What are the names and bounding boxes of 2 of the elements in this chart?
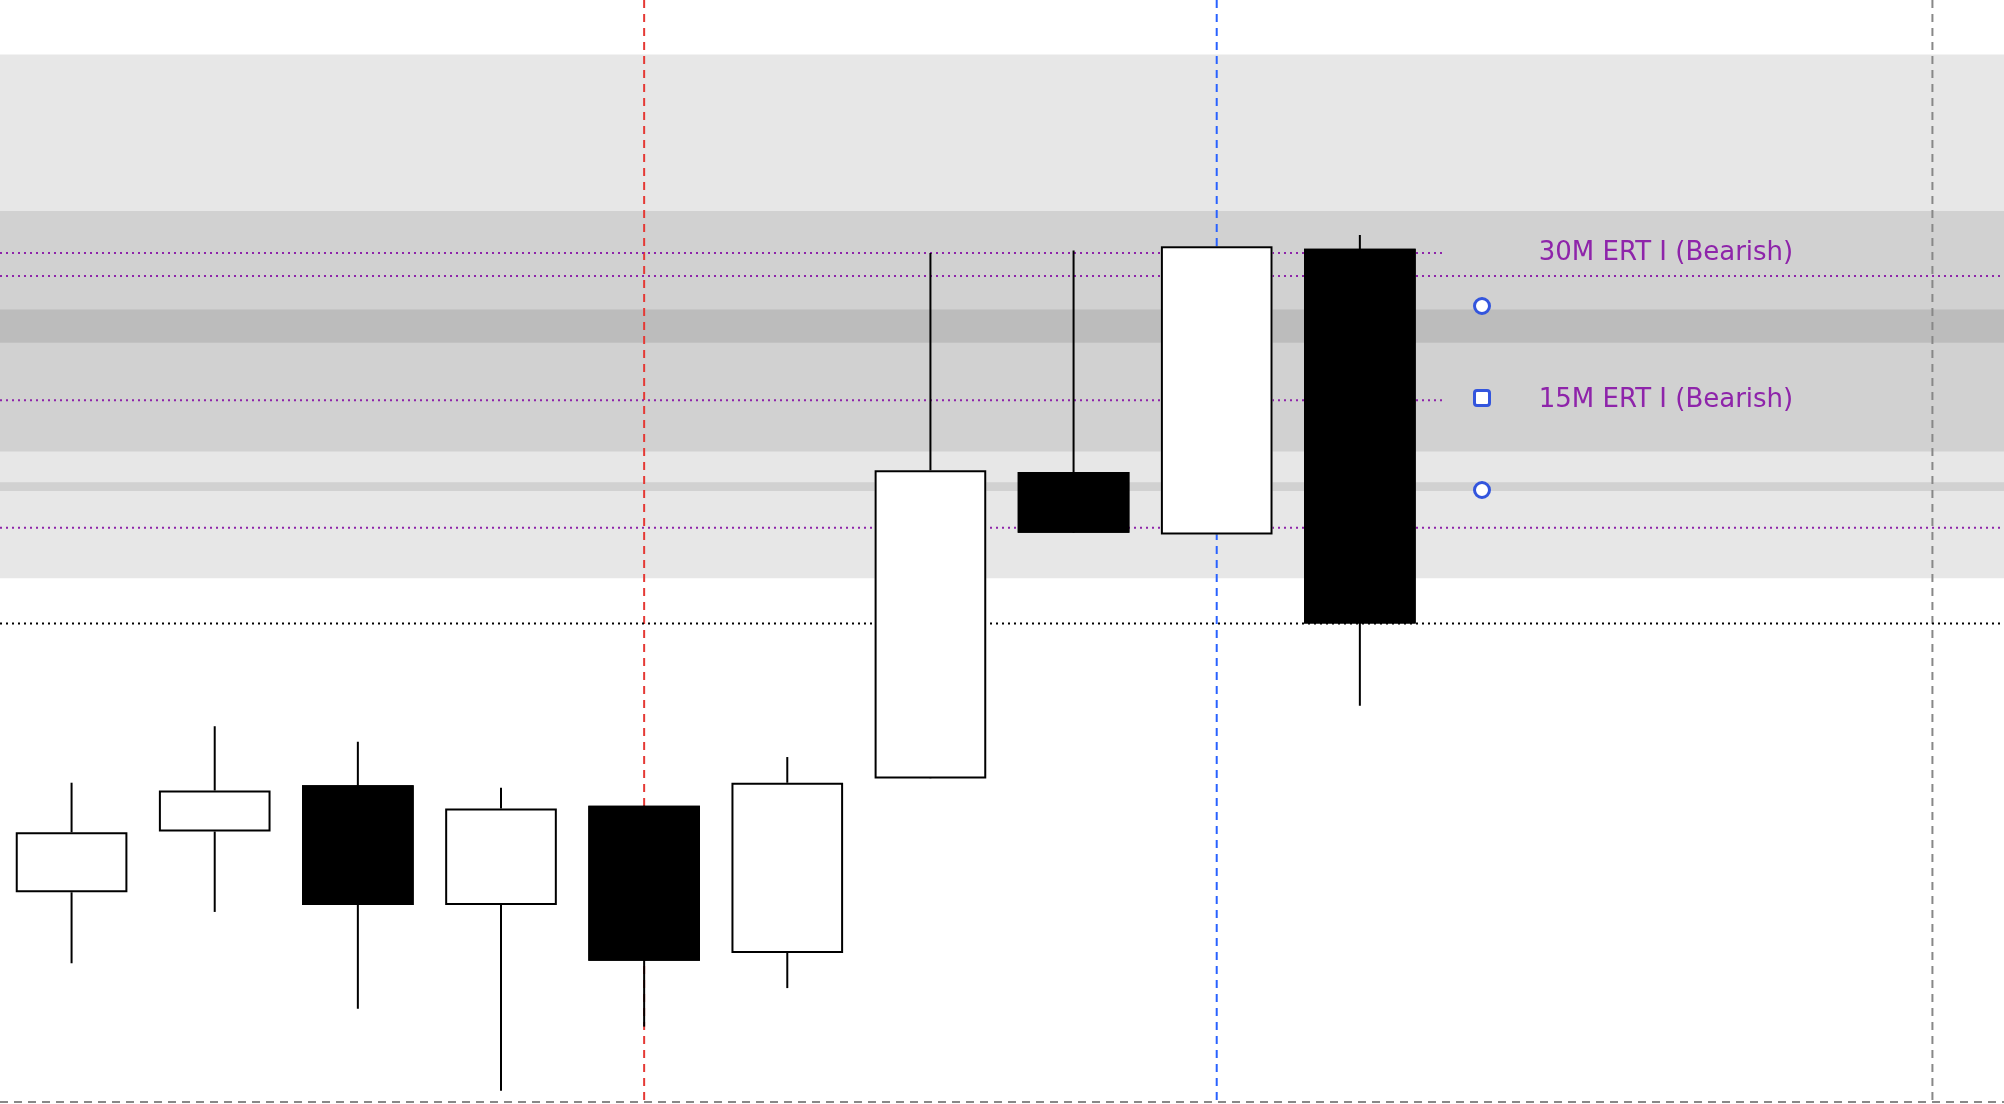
ref-line-label: 15M ERT I (Bearish) (1538, 382, 1794, 413)
ref-line-label: 30M ERT I (Bearish) (1538, 235, 1794, 266)
